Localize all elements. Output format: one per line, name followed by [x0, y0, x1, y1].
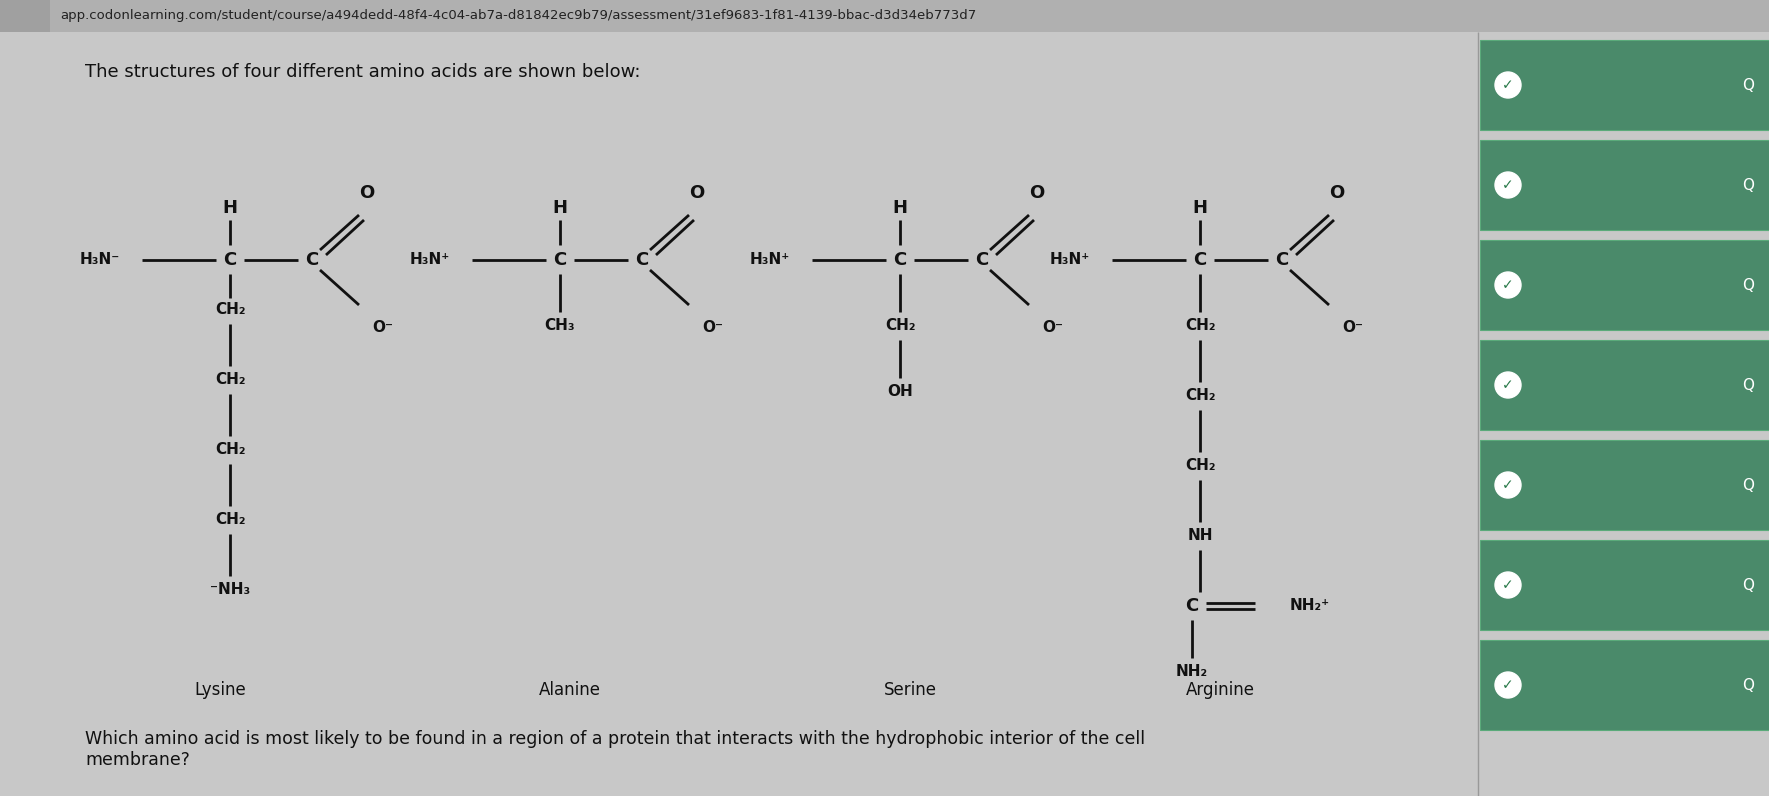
Text: Which amino acid is most likely to be found in a region of a protein that intera: Which amino acid is most likely to be fo… [85, 730, 1145, 769]
Text: C: C [975, 251, 989, 269]
Bar [1481, 340, 1769, 430]
Circle shape [1495, 272, 1521, 298]
Text: O⁻: O⁻ [702, 319, 724, 334]
Circle shape [1495, 572, 1521, 598]
Bar [0, 0, 50, 32]
Text: H₃N⁺: H₃N⁺ [1049, 252, 1090, 267]
Text: Q: Q [1742, 677, 1755, 693]
Text: C: C [554, 251, 566, 269]
Text: NH₂: NH₂ [1176, 665, 1208, 680]
Text: Q: Q [1742, 578, 1755, 592]
Bar [1481, 640, 1769, 730]
Text: ✓: ✓ [1502, 178, 1514, 192]
Text: ✓: ✓ [1502, 378, 1514, 392]
Text: CH₂: CH₂ [884, 318, 915, 334]
Text: H₃N⁻: H₃N⁻ [80, 252, 120, 267]
Text: O: O [1329, 184, 1344, 202]
Text: CH₃: CH₃ [545, 318, 575, 334]
Bar [1481, 40, 1769, 130]
Text: CH₂: CH₂ [214, 373, 246, 388]
Text: H: H [893, 199, 907, 217]
Text: ✓: ✓ [1502, 278, 1514, 292]
Text: Alanine: Alanine [540, 681, 601, 699]
Text: CH₂: CH₂ [1185, 318, 1215, 334]
Text: CH₂: CH₂ [214, 302, 246, 318]
Circle shape [1495, 372, 1521, 398]
Text: OH: OH [886, 384, 913, 400]
Text: Q: Q [1742, 478, 1755, 493]
Bar [1481, 240, 1769, 330]
Bar [1481, 540, 1769, 630]
Circle shape [1495, 72, 1521, 98]
Text: app.codonlearning.com/student/course/a494dedd-48f4-4c04-ab7a-d81842ec9b79/assess: app.codonlearning.com/student/course/a49… [60, 10, 976, 22]
Circle shape [1495, 672, 1521, 698]
Text: NH₂⁺: NH₂⁺ [1290, 599, 1330, 614]
Text: Serine: Serine [883, 681, 936, 699]
Text: C: C [1194, 251, 1206, 269]
Text: ⁻NH₃: ⁻NH₃ [211, 583, 249, 598]
Text: H₃N⁺: H₃N⁺ [750, 252, 791, 267]
Text: O⁻: O⁻ [1343, 319, 1362, 334]
Text: O: O [1030, 184, 1045, 202]
Text: C: C [893, 251, 907, 269]
Bar [1481, 440, 1769, 530]
Text: Q: Q [1742, 278, 1755, 292]
Bar [1481, 140, 1769, 230]
Text: C: C [1275, 251, 1288, 269]
Text: Q: Q [1742, 377, 1755, 392]
Text: CH₂: CH₂ [1185, 458, 1215, 474]
Text: C: C [635, 251, 649, 269]
Text: H: H [552, 199, 568, 217]
Text: Q: Q [1742, 178, 1755, 193]
Text: ✓: ✓ [1502, 578, 1514, 592]
Text: H: H [1192, 199, 1208, 217]
Circle shape [1495, 472, 1521, 498]
Text: Q: Q [1742, 77, 1755, 92]
Text: ✓: ✓ [1502, 478, 1514, 492]
Text: ✓: ✓ [1502, 678, 1514, 692]
Text: The structures of four different amino acids are shown below:: The structures of four different amino a… [85, 63, 640, 81]
Text: O⁻: O⁻ [1042, 319, 1063, 334]
Text: C: C [1185, 597, 1199, 615]
Bar [0, 0, 1769, 32]
Text: CH₂: CH₂ [1185, 388, 1215, 404]
Text: O: O [359, 184, 375, 202]
Text: Arginine: Arginine [1185, 681, 1254, 699]
Text: CH₂: CH₂ [214, 513, 246, 528]
Circle shape [1495, 172, 1521, 198]
Text: C: C [306, 251, 318, 269]
Text: O: O [690, 184, 704, 202]
Text: Lysine: Lysine [195, 681, 246, 699]
Text: O⁻: O⁻ [371, 319, 393, 334]
Text: H: H [223, 199, 237, 217]
Text: C: C [223, 251, 237, 269]
Text: NH: NH [1187, 529, 1214, 544]
Text: CH₂: CH₂ [214, 443, 246, 458]
Text: ✓: ✓ [1502, 78, 1514, 92]
Text: H₃N⁺: H₃N⁺ [410, 252, 449, 267]
